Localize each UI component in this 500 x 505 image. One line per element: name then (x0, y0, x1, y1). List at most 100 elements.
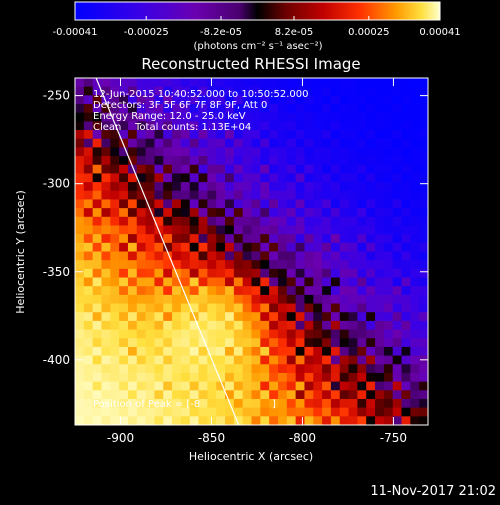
heatmap-cell (392, 234, 403, 244)
heatmap-cell (313, 164, 323, 175)
heatmap-cell (83, 268, 94, 279)
heatmap-cell (348, 294, 358, 305)
heatmap-cell (260, 199, 270, 209)
heatmap-cell (401, 268, 411, 279)
heatmap-cell (180, 346, 191, 357)
heatmap-cell (366, 346, 376, 357)
y-tick-label: -400 (43, 353, 70, 367)
heatmap-cell (251, 234, 261, 244)
solar-limb-line (95, 78, 240, 425)
heatmap-cell (83, 216, 94, 227)
heatmap-cell (127, 121, 138, 131)
heatmap-cell (401, 216, 411, 227)
heatmap-cell (277, 320, 288, 331)
heatmap-cell (366, 182, 376, 192)
heatmap-cell (357, 390, 367, 400)
heatmap-cell (339, 277, 350, 287)
heatmap-cell (366, 164, 376, 175)
heatmap-cell (269, 208, 279, 218)
heatmap-cell (242, 355, 253, 365)
heatmap-cell (101, 216, 111, 227)
heatmap-cell (286, 372, 297, 383)
heatmap-cell (330, 208, 341, 218)
heatmap-cell (145, 234, 156, 244)
heatmap-cell (110, 260, 120, 270)
heatmap-cell (207, 242, 217, 253)
heatmap-cell (277, 277, 288, 287)
heatmap-cell (198, 372, 208, 383)
heatmap-cell (410, 268, 420, 279)
heatmap-cell (251, 372, 261, 383)
heatmap-cell (101, 199, 111, 209)
heatmap-cell (339, 268, 350, 279)
heatmap-cell (180, 147, 191, 157)
heatmap-cell (83, 398, 94, 409)
colorbar-units-label: (photons cm⁻² s⁻¹ asec⁻²) (193, 41, 322, 52)
heatmap-cell (172, 416, 182, 425)
heatmap-cell (401, 173, 411, 183)
heatmap-cell (304, 112, 314, 122)
heatmap-cell (225, 320, 235, 331)
heatmap-cell (216, 312, 226, 322)
heatmap-cell (304, 156, 314, 166)
heatmap-cell (348, 303, 358, 313)
heatmap-cell (286, 173, 297, 183)
heatmap-cell (172, 138, 182, 149)
heatmap-cell (92, 208, 103, 218)
heatmap-cell (269, 173, 279, 183)
heatmap-cell (233, 355, 244, 365)
heatmap-cell (419, 277, 428, 287)
heatmap-cell (145, 130, 156, 140)
heatmap-cell (322, 355, 332, 365)
heatmap-cell (286, 78, 297, 88)
heatmap-cell (119, 173, 129, 183)
heatmap-cell (295, 294, 306, 305)
heatmap-cell (242, 190, 253, 201)
heatmap-cell (198, 208, 208, 218)
heatmap-cell (419, 173, 428, 183)
heatmap-cell (110, 234, 120, 244)
heatmap-cell (242, 86, 253, 96)
heatmap-cell (286, 147, 297, 157)
heatmap-cell (216, 225, 226, 235)
heatmap-cell (242, 95, 253, 105)
heatmap-cell (313, 147, 323, 157)
heatmap-cell (92, 216, 103, 227)
heatmap-cell (277, 381, 288, 391)
heatmap-cell (127, 381, 138, 391)
heatmap-cell (277, 121, 288, 131)
heatmap-cell (410, 390, 420, 400)
heatmap-cell (375, 208, 385, 218)
heatmap-cell (269, 303, 279, 313)
heatmap-cell (198, 407, 208, 417)
heatmap-cell (339, 173, 350, 183)
heatmap-cell (366, 147, 376, 157)
heatmap-cell (180, 407, 191, 417)
heatmap-cell (180, 216, 191, 227)
heatmap-cell (383, 329, 394, 339)
heatmap-cell (251, 312, 261, 322)
heatmap-cell (392, 95, 403, 105)
heatmap-cell (339, 138, 350, 149)
heatmap-cell (322, 182, 332, 192)
heatmap-cell (322, 104, 332, 114)
heatmap-cell (198, 182, 208, 192)
heatmap-cell (357, 78, 367, 88)
heatmap-cell (198, 225, 208, 235)
heatmap-cell (419, 303, 428, 313)
heatmap-cell (172, 216, 182, 227)
heatmap-cell (145, 320, 156, 331)
heatmap-cell (172, 303, 182, 313)
heatmap-cell (260, 182, 270, 192)
heatmap-cell (198, 268, 208, 279)
heatmap-cell (348, 121, 358, 131)
heatmap-cell (180, 329, 191, 339)
heatmap-cell (136, 260, 147, 270)
heatmap-cell (339, 329, 350, 339)
heatmap-cell (127, 346, 138, 357)
heatmap-cell (145, 78, 156, 88)
heatmap-cell (339, 121, 350, 131)
heatmap-cell (383, 364, 394, 374)
heatmap-cell (154, 138, 164, 149)
heatmap-cell (119, 286, 129, 296)
